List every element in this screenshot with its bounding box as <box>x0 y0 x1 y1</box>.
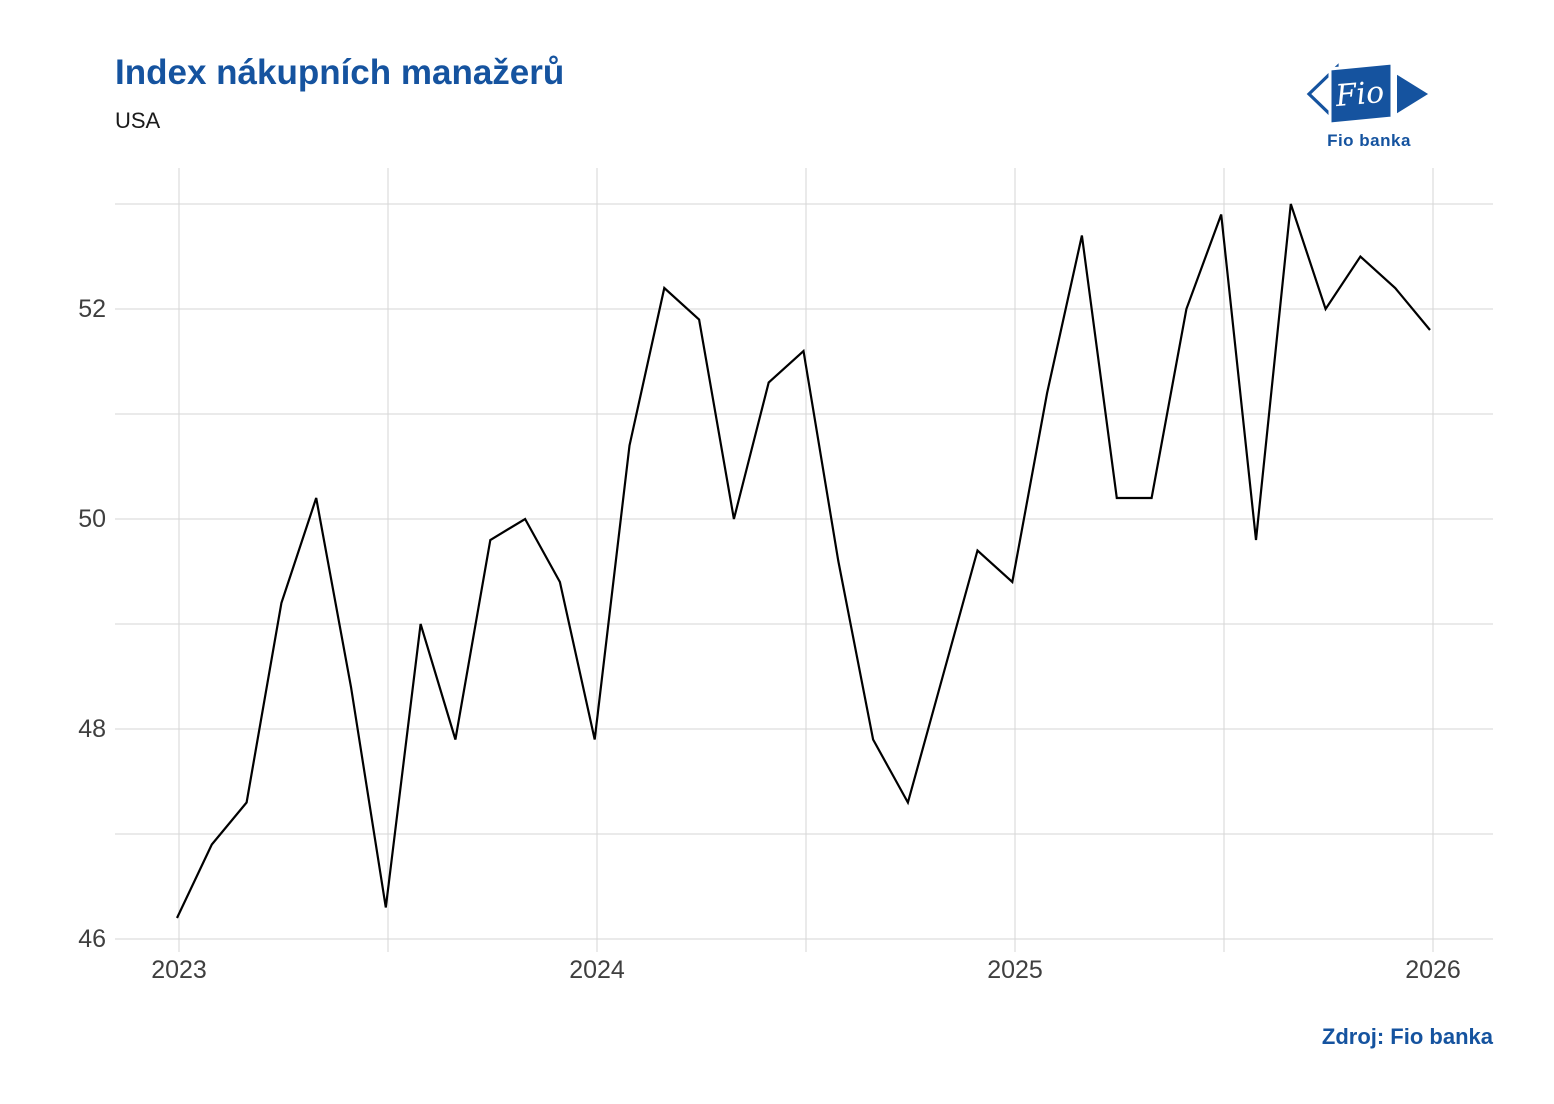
fio-logo-right-triangle <box>1395 71 1432 117</box>
fio-logo-caption: Fio banka <box>1327 131 1411 150</box>
x-axis-tick-label: 2023 <box>151 956 207 984</box>
fio-logo-banner <box>1328 61 1394 126</box>
fio-logo-icon: Fio <box>1306 61 1432 126</box>
y-axis-tick-label: 46 <box>78 925 106 953</box>
y-axis-tick-label: 50 <box>78 505 106 533</box>
x-axis-tick-label: 2024 <box>569 956 625 984</box>
x-axis-tick-label: 2025 <box>987 956 1043 984</box>
chart-title: Index nákupních manažerů <box>115 53 565 92</box>
fio-banka-logo: Fio Fio banka <box>1306 58 1432 151</box>
chart-subtitle: USA <box>115 108 161 133</box>
x-axis-tick-label: 2026 <box>1405 956 1461 984</box>
y-axis-tick-label: 48 <box>78 715 106 743</box>
fio-logo-mark-text: Fio <box>1333 75 1385 114</box>
y-axis-tick-label: 52 <box>78 295 106 323</box>
source-credit: Zdroj: Fio banka <box>1321 1024 1493 1049</box>
pmi-line-series <box>176 203 1431 919</box>
